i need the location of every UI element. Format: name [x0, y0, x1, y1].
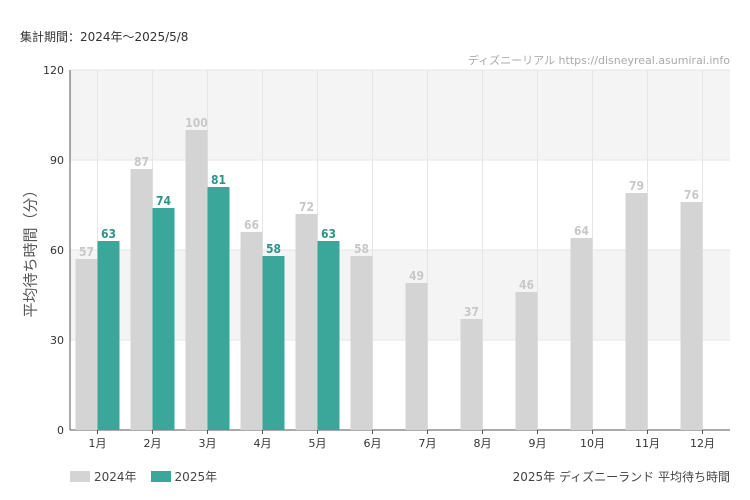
x-tick-label: 5月: [309, 437, 327, 450]
data-label-2024: 79: [629, 179, 644, 193]
y-tick-label: 120: [43, 64, 64, 77]
legend-label-2024: 2024年: [94, 470, 137, 484]
x-tick-label: 8月: [474, 437, 492, 450]
bar-2024: [240, 232, 263, 430]
bar-2024: [680, 202, 703, 430]
y-tick-label: 30: [50, 334, 64, 347]
data-label-2025: 63: [101, 227, 116, 241]
x-tick-label: 7月: [419, 437, 437, 450]
legend-label-2025: 2025年: [174, 470, 218, 484]
bar-2025: [97, 241, 120, 430]
x-tick-label: 2月: [144, 437, 162, 450]
bar-2024: [515, 292, 538, 430]
bar-2024: [185, 130, 208, 430]
x-tick-label: 6月: [364, 437, 382, 450]
legend-swatch-2025: [150, 471, 171, 482]
chart-caption: 2025年 ディズニーランド 平均待ち時間: [512, 470, 730, 484]
data-label-2024: 37: [464, 305, 479, 319]
x-tick-label: 4月: [254, 437, 272, 450]
bar-2024: [75, 259, 98, 430]
legend-item-2024[interactable]: 2024年: [70, 468, 137, 485]
data-label-2025: 63: [321, 227, 336, 241]
x-tick-label: 3月: [199, 437, 217, 450]
x-tick-label: 1月: [89, 437, 107, 450]
legend-item-2025[interactable]: 2025年: [150, 468, 218, 485]
bar-2024: [460, 319, 483, 430]
data-label-2024: 58: [354, 242, 369, 256]
data-label-2024: 66: [244, 218, 259, 232]
bar-2024: [350, 256, 373, 430]
bar-2024: [625, 193, 648, 430]
data-label-2024: 100: [185, 116, 208, 130]
data-label-2025: 74: [156, 194, 172, 208]
bar-2024: [295, 214, 318, 430]
data-label-2025: 58: [266, 242, 281, 256]
x-tick-label: 9月: [529, 437, 547, 450]
site-watermark: ディズニーリアル https://disneyreal.asumirai.inf…: [467, 54, 730, 67]
y-tick-label: 60: [50, 244, 64, 257]
bar-2025: [152, 208, 175, 430]
x-tick-label: 10月: [580, 437, 605, 450]
legend-swatch-2024: [70, 471, 90, 482]
data-label-2024: 87: [134, 155, 149, 169]
bar-2025: [207, 187, 230, 430]
data-label-2024: 76: [684, 188, 699, 202]
x-tick-label: 12月: [690, 437, 715, 450]
data-label-2024: 64: [574, 224, 590, 238]
collection-period: 集計期間：2024年〜2025/5/8: [20, 30, 189, 44]
data-label-2024: 49: [409, 269, 424, 283]
data-label-2024: 46: [519, 278, 534, 292]
bar-2025: [262, 256, 285, 430]
y-tick-label: 90: [50, 154, 64, 167]
band-30: [70, 250, 730, 340]
band-90: [70, 70, 730, 160]
bar-2025: [317, 241, 340, 430]
x-tick-label: 11月: [635, 437, 660, 450]
bar-2024: [130, 169, 153, 430]
data-label-2025: 81: [211, 173, 226, 187]
legend: 2024年 2025年: [70, 468, 217, 485]
bar-2024: [405, 283, 428, 430]
bar-2024: [570, 238, 593, 430]
data-label-2024: 57: [79, 245, 94, 259]
y-tick-label: 0: [57, 424, 64, 437]
data-label-2024: 72: [299, 200, 314, 214]
